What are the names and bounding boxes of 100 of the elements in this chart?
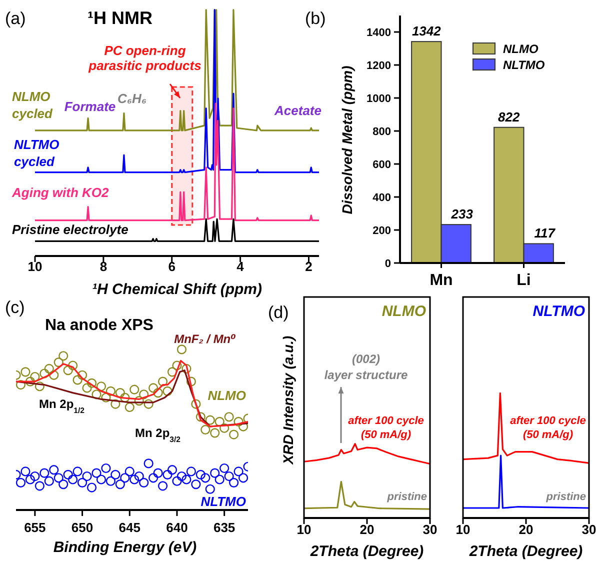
annotation: C₆H₆ — [117, 91, 147, 106]
point — [20, 466, 30, 476]
point — [176, 344, 187, 354]
point — [130, 384, 140, 394]
x-tick-label: 4 — [236, 259, 245, 274]
chart-title: ¹H NMR — [88, 8, 152, 28]
point — [54, 473, 64, 483]
point — [82, 471, 92, 482]
point — [144, 399, 154, 409]
point — [40, 468, 50, 478]
data-label: 117 — [534, 226, 556, 241]
point — [49, 465, 59, 475]
point — [158, 376, 168, 386]
point — [148, 473, 158, 483]
point — [72, 375, 82, 385]
point — [191, 399, 201, 409]
y-tick-label: 0 — [384, 258, 391, 270]
series-label: NLMO — [208, 388, 246, 403]
point — [172, 476, 182, 486]
x-tick-label: 640 — [166, 520, 188, 535]
point — [148, 383, 158, 393]
point — [134, 396, 144, 406]
legend-label: NLTMO — [503, 58, 546, 72]
point — [186, 466, 196, 476]
point — [196, 470, 206, 480]
point — [86, 482, 97, 492]
text: (a) — [5, 9, 26, 28]
y-tick-label: 800 — [372, 126, 391, 138]
point — [44, 364, 54, 374]
y-tick-label: 1400 — [366, 27, 391, 39]
point — [182, 474, 192, 484]
point — [96, 474, 106, 484]
point — [101, 392, 111, 402]
point — [234, 416, 244, 426]
point — [54, 357, 64, 368]
x-axis-title: ¹H Chemical Shift (ppm) — [92, 281, 262, 298]
x-tick-label: 10 — [456, 522, 470, 537]
x-tick-label: 10 — [28, 259, 42, 274]
point — [49, 370, 59, 380]
point — [68, 360, 78, 370]
y-tick-label: 600 — [372, 159, 391, 171]
series-label: NLMO cycled — [12, 89, 54, 121]
point — [172, 360, 182, 370]
x-tick-label: 10 — [296, 522, 312, 537]
point — [106, 476, 116, 486]
point — [63, 366, 73, 376]
point — [234, 466, 244, 476]
series-label: NLTMO — [200, 494, 246, 509]
text: (d) — [268, 303, 289, 322]
point — [30, 372, 40, 382]
point — [77, 370, 88, 380]
y-tick-label: 1200 — [366, 60, 391, 72]
x-tick-label: 650 — [71, 520, 94, 535]
point — [220, 423, 230, 433]
point — [72, 466, 82, 476]
point — [92, 390, 102, 400]
y-tick-label: 400 — [372, 192, 391, 204]
text: (002) layer structure — [324, 352, 408, 382]
point — [210, 428, 220, 438]
point — [110, 399, 120, 409]
point — [92, 468, 102, 478]
point — [224, 412, 234, 422]
x-tick-label: 20 — [360, 522, 374, 537]
point — [58, 351, 68, 361]
series-label: pristine — [386, 491, 427, 503]
data-label: 822 — [498, 109, 521, 124]
point — [58, 480, 68, 490]
series-label: Pristine electrolyte — [12, 222, 128, 237]
point — [34, 382, 44, 392]
x-axis-title: Binding Energy (eV) — [53, 539, 197, 556]
point — [228, 478, 239, 488]
point — [139, 390, 149, 400]
point — [101, 463, 111, 474]
point — [238, 473, 248, 483]
point — [120, 473, 130, 483]
point — [144, 458, 154, 468]
point — [167, 465, 178, 475]
point — [220, 463, 230, 474]
annotation: Mn 2p$_{1/2}$ — [39, 397, 86, 414]
series-label: NLTMO cycled — [14, 137, 60, 169]
point — [115, 480, 125, 490]
point — [191, 480, 201, 490]
point — [153, 468, 163, 478]
point — [25, 474, 36, 484]
annotation: Acetate — [274, 103, 322, 118]
x-tick-label: 8 — [100, 259, 108, 274]
y-tick-label: 200 — [372, 225, 391, 237]
point — [16, 380, 26, 390]
point — [228, 430, 239, 440]
point — [68, 474, 78, 484]
point — [34, 481, 44, 491]
point — [162, 386, 172, 396]
x-tick-label: 655 — [24, 520, 46, 535]
point — [110, 470, 120, 480]
data-label: 233 — [450, 206, 474, 222]
point — [176, 471, 187, 482]
x-tick-label: 6 — [168, 259, 176, 274]
point — [214, 474, 224, 484]
text: MnF₂ / Mn⁰ — [174, 332, 237, 346]
x-tick-label: 635 — [213, 520, 236, 535]
